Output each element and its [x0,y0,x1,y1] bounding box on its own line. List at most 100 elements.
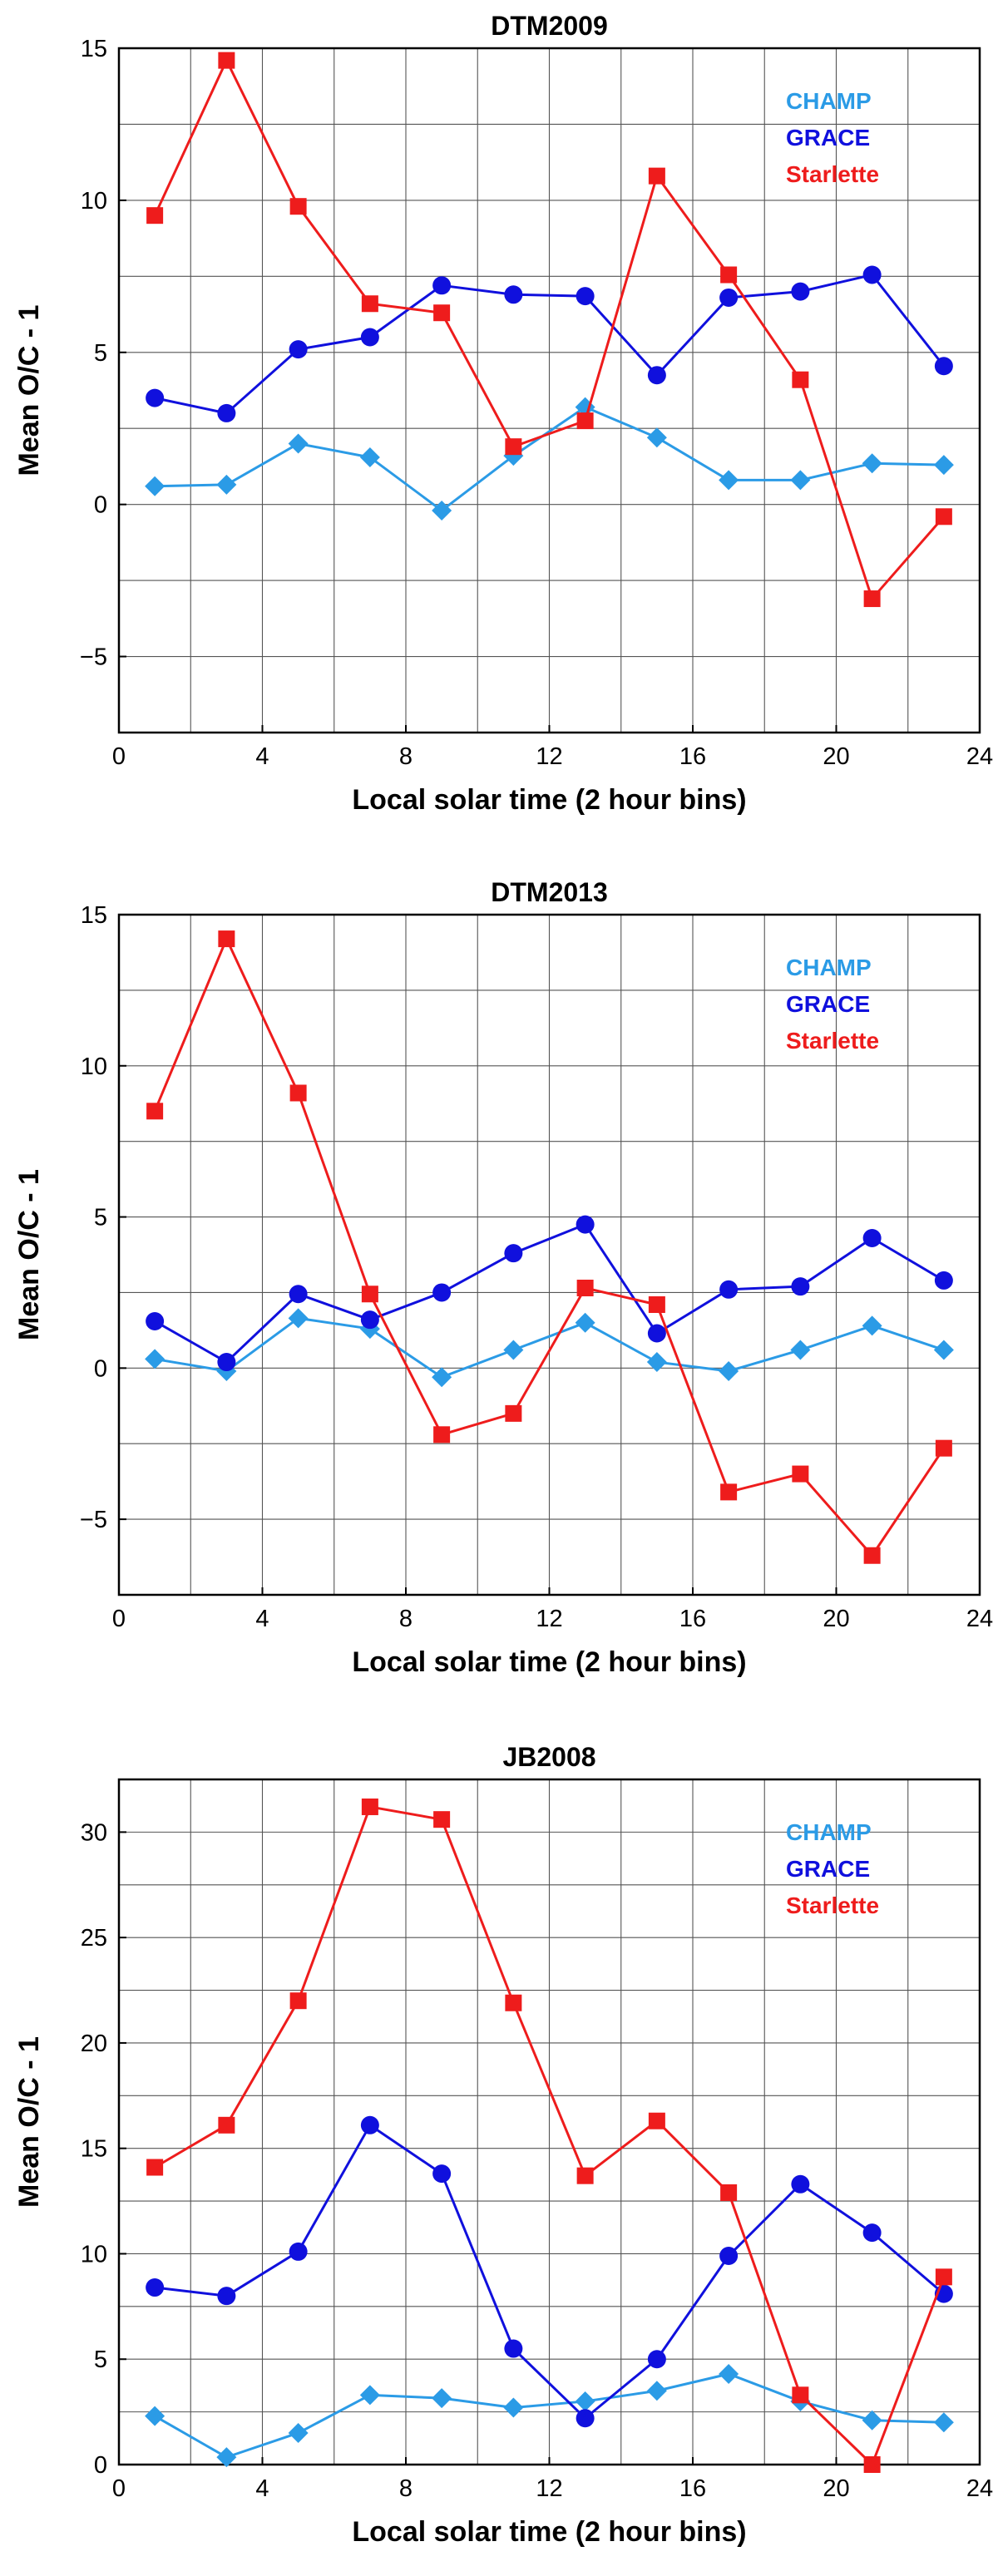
data-point-grace [719,288,739,307]
y-tick-label: 15 [81,36,107,62]
data-point-starlette [218,2116,235,2134]
data-point-grace [217,2287,236,2306]
legend-entry-starlette: Starlette [786,1028,879,1054]
data-point-grace [504,2339,523,2358]
x-tick-label: 24 [966,1606,993,1632]
legend: CHAMP GRACE Starlette [786,955,879,1054]
series-starlette [146,930,952,1564]
data-point-grace [719,1280,739,1299]
x-tick-label: 16 [679,743,706,770]
x-tick-label: 20 [823,2475,849,2502]
data-point-champ [145,2406,166,2426]
data-point-grace [146,1311,165,1330]
y-tick-label: 0 [94,492,107,519]
data-point-champ [216,474,237,495]
chart-title: DTM2009 [491,11,608,41]
series-line-grace [154,2124,945,2420]
data-point-starlette [433,1811,451,1828]
data-point-starlette [863,590,881,608]
data-point-champ [288,1308,309,1329]
data-point-starlette [648,167,665,185]
series-starlette [146,52,952,608]
data-point-grace [791,282,810,301]
x-tick-label: 4 [255,743,269,770]
data-point-champ [432,500,452,521]
y-tick-label: 15 [81,902,107,929]
chart-panel-dtm2009: 0 4 8 12 16 20 24 −5 0 5 10 15 DTM2009 Local solar ti… [13,11,993,816]
data-point-champ [933,2412,954,2433]
data-point-starlette [218,52,235,69]
data-point-champ [862,1315,882,1336]
y-tick-label: 15 [81,2136,107,2163]
data-point-champ [432,2388,452,2409]
chart-panel-jb2008: 0 4 8 12 16 20 24 0 5 10 15 20 25 30 JB2008 Local solar… [13,1742,993,2548]
legend-entry-champ: CHAMP [786,88,872,114]
y-tick-label: −5 [80,644,107,671]
series-line-starlette [154,1805,946,2466]
series-line-champ [154,2372,944,2459]
data-point-starlette [505,1994,522,2011]
y-axis-label: Mean O/C - 1 [13,305,45,476]
x-axis-label: Local solar time (2 hour bins) [352,784,746,816]
series-line-starlette [153,59,946,600]
legend-entry-champ: CHAMP [786,955,872,980]
data-point-grace [432,2164,452,2184]
data-point-starlette [720,266,738,284]
data-point-grace [576,2409,595,2428]
x-tick-label: 12 [536,743,562,770]
x-tick-label: 0 [112,2475,126,2502]
data-point-champ [646,1352,667,1373]
data-point-grace [647,1324,666,1343]
data-point-starlette [935,2268,952,2286]
y-tick-label: 0 [94,2452,107,2479]
data-point-grace [862,265,882,284]
y-tick-label: 0 [94,1355,107,1382]
x-tick-label: 4 [255,2475,269,2502]
data-point-grace [791,2174,810,2194]
data-point-starlette [289,1992,307,2010]
data-point-starlette [146,207,164,225]
data-point-grace [146,2278,165,2297]
series-grace [146,265,953,422]
legend-entry-grace: GRACE [786,125,870,151]
grid [119,915,980,1595]
x-tick-label: 16 [679,2475,706,2502]
x-tick-label: 0 [112,743,126,770]
data-point-champ [575,2391,595,2411]
series-starlette [146,1798,952,2473]
data-point-champ [503,2397,524,2418]
data-point-grace [934,1271,953,1290]
data-point-starlette [576,412,594,430]
data-point-starlette [289,1084,307,1102]
series-line-grace [154,1223,945,1364]
chart-title: JB2008 [502,1742,595,1772]
chart-panel-dtm2013: 0 4 8 12 16 20 24 −5 0 5 10 15 DTM2013 Local solar ti… [13,877,993,1678]
y-tick-label: 5 [94,340,107,367]
data-point-grace [504,285,523,304]
x-tick-label: 12 [536,2475,562,2502]
data-point-champ [216,2447,237,2468]
data-point-champ [862,453,882,474]
grid [119,1779,980,2465]
data-point-champ [933,455,954,476]
grid [119,48,980,733]
x-tick-label: 24 [966,2475,993,2502]
data-point-starlette [863,1547,881,1564]
x-tick-label: 0 [112,1606,126,1632]
data-point-starlette [935,508,952,526]
data-point-starlette [433,304,451,322]
legend-entry-grace: GRACE [786,1856,870,1882]
y-tick-label: 20 [81,2031,107,2057]
data-point-starlette [361,1798,378,1815]
y-tick-label: 10 [81,1054,107,1080]
data-point-starlette [146,1103,164,1120]
data-point-champ [933,1340,954,1360]
data-point-grace [934,357,953,376]
data-point-grace [647,2350,666,2369]
y-tick-label: −5 [80,1507,107,1533]
x-tick-label: 16 [679,1606,706,1632]
data-point-starlette [218,930,235,948]
data-point-starlette [720,2184,738,2201]
data-point-grace [504,1244,523,1263]
legend-entry-champ: CHAMP [786,1819,872,1845]
